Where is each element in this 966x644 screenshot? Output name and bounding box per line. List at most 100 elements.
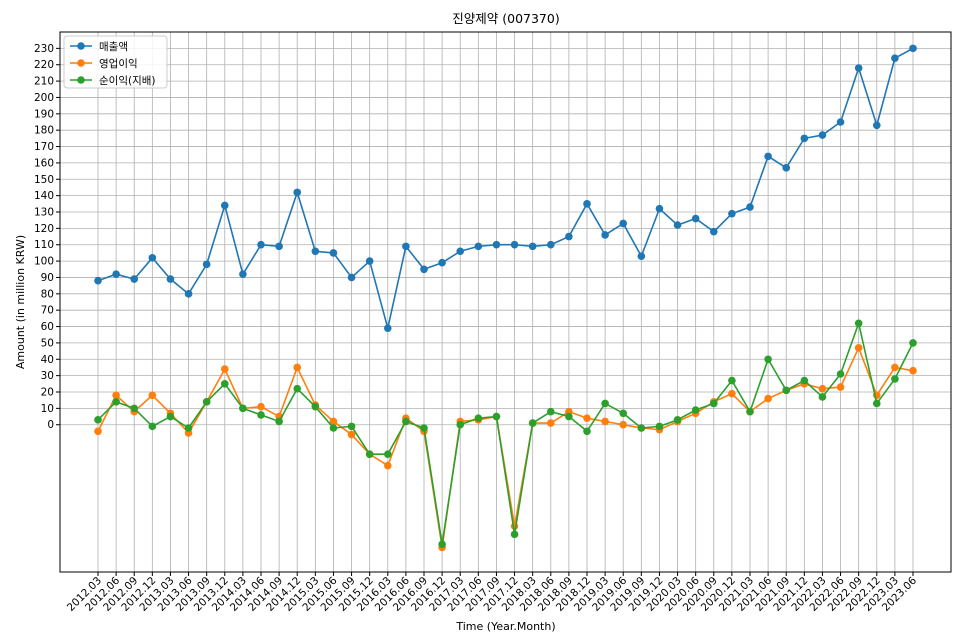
data-point	[293, 384, 302, 393]
y-tick-label: 200	[34, 92, 54, 104]
y-tick-label: 160	[34, 157, 54, 169]
y-tick-label: 90	[41, 272, 54, 284]
data-point	[166, 412, 175, 421]
data-point	[909, 44, 917, 53]
y-tick-label: 110	[34, 239, 54, 251]
data-point	[673, 221, 682, 229]
data-point	[583, 200, 591, 208]
data-point	[492, 240, 501, 249]
data-point	[293, 188, 302, 197]
data-point	[474, 242, 483, 251]
data-point	[257, 240, 265, 249]
y-axis-title: Amount (in million KRW)	[14, 235, 27, 369]
y-tick-label: 190	[34, 108, 54, 120]
y-tick-label: 150	[34, 174, 54, 186]
data-point	[709, 227, 718, 236]
grid	[60, 32, 951, 572]
data-point	[655, 422, 664, 431]
data-point	[365, 257, 374, 265]
data-point	[383, 450, 392, 458]
data-point	[836, 118, 845, 126]
series-line	[97, 47, 914, 329]
legend-label: 매출액	[99, 41, 128, 53]
data-point	[637, 252, 646, 260]
series-line	[97, 322, 914, 545]
data-point	[94, 427, 102, 436]
data-point	[347, 273, 356, 282]
data-point	[746, 203, 754, 211]
data-point	[583, 427, 591, 436]
legend-label: 영업이익	[99, 57, 138, 70]
y-tick-label: 10	[41, 403, 54, 415]
data-point	[764, 152, 772, 161]
data-point	[619, 409, 628, 418]
data-point	[764, 355, 772, 364]
data-point	[492, 412, 501, 421]
y-tick-label: 140	[34, 190, 54, 202]
legend-marker	[77, 76, 85, 84]
data-point	[329, 249, 338, 257]
legend-box	[63, 35, 168, 89]
data-point	[220, 201, 229, 210]
data-point	[438, 540, 446, 548]
data-point	[764, 394, 772, 403]
legend-marker	[77, 59, 85, 67]
data-point	[546, 419, 555, 427]
y-tick-label: 50	[41, 337, 54, 349]
data-point	[818, 131, 827, 139]
data-point	[546, 407, 555, 416]
y-tick-label: 80	[41, 288, 54, 300]
data-point	[130, 404, 139, 413]
data-point	[202, 398, 211, 406]
series-2	[94, 319, 917, 548]
y-axis: 0 10 20 30 40 50 60 70 80 90 100 110 120 130 140 150 160…	[34, 43, 60, 431]
data-point	[601, 399, 609, 408]
data-point	[528, 419, 537, 427]
data-point	[691, 406, 700, 414]
y-tick-label: 180	[34, 125, 54, 137]
data-point	[329, 417, 338, 426]
data-point	[402, 417, 410, 426]
data-point	[239, 270, 247, 278]
data-point	[329, 424, 338, 432]
data-point	[402, 242, 410, 251]
y-tick-label: 210	[34, 76, 54, 88]
data-point	[872, 399, 881, 408]
data-point	[510, 522, 519, 530]
y-tick-label: 220	[34, 59, 54, 71]
data-point	[601, 417, 609, 426]
chart-title: 진양제약 (007370)	[452, 11, 559, 26]
data-point	[709, 399, 718, 408]
data-point	[528, 242, 537, 251]
data-point	[112, 270, 120, 278]
data-point	[438, 258, 446, 267]
data-point	[112, 398, 120, 406]
data-point	[891, 54, 899, 62]
data-point	[637, 424, 646, 432]
data-point	[546, 240, 555, 249]
data-point	[184, 424, 193, 432]
data-point	[836, 370, 845, 378]
data-point	[891, 375, 899, 383]
legend-marker	[77, 42, 85, 50]
series-layer	[94, 44, 917, 552]
data-point	[728, 209, 736, 218]
data-point	[365, 450, 374, 458]
data-point	[293, 363, 302, 372]
legend-label: 순이익(지배)	[99, 75, 156, 87]
data-point	[220, 365, 229, 373]
data-point	[836, 383, 845, 391]
data-point	[510, 530, 519, 539]
y-tick-label: 70	[41, 305, 54, 317]
data-point	[220, 380, 229, 388]
data-point	[347, 422, 356, 431]
data-point	[202, 260, 211, 269]
y-tick-label: 170	[34, 141, 54, 153]
data-point	[420, 424, 428, 432]
data-point	[166, 275, 175, 283]
y-tick-label: 60	[41, 321, 54, 333]
data-point	[275, 242, 283, 251]
